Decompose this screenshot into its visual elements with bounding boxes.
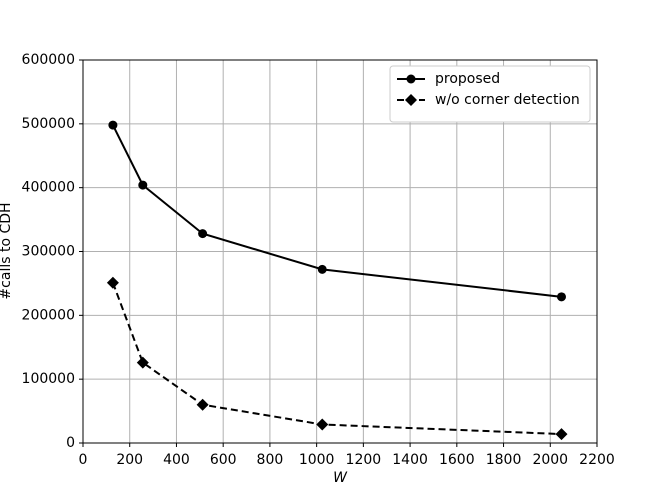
- x-tick-label: 1000: [299, 452, 335, 468]
- x-tick-label: 1200: [346, 452, 382, 468]
- y-tick-label: 0: [66, 435, 75, 451]
- y-tick-label: 500000: [22, 116, 75, 132]
- x-tick-label: 200: [116, 452, 143, 468]
- legend-box: [389, 65, 591, 123]
- legend-label: w/o corner detection: [435, 92, 580, 108]
- marker: [556, 292, 566, 302]
- x-tick-label: 800: [257, 452, 284, 468]
- marker: [136, 356, 149, 369]
- marker: [316, 418, 329, 431]
- x-tick-label: 2000: [532, 452, 568, 468]
- x-tick-label: 1600: [439, 452, 475, 468]
- x-tick-label: 1400: [392, 452, 428, 468]
- legend-marker: [406, 74, 416, 84]
- marker: [555, 428, 568, 441]
- x-tick-label: 0: [79, 452, 88, 468]
- plot-frame: [82, 59, 598, 444]
- legend-label: proposed: [435, 71, 500, 87]
- y-tick-label: 600000: [22, 52, 75, 68]
- y-tick-label: 100000: [22, 371, 75, 387]
- y-axis-label: #calls to CDH: [0, 202, 14, 299]
- marker: [317, 264, 327, 274]
- y-tick-label: 400000: [22, 180, 75, 196]
- y-tick-label: 300000: [22, 244, 75, 260]
- x-tick-label: 400: [163, 452, 190, 468]
- x-tick-label: 1800: [486, 452, 522, 468]
- marker: [108, 120, 118, 130]
- x-axis-label: W: [333, 470, 348, 486]
- series-line: [111, 282, 562, 436]
- marker: [106, 276, 119, 289]
- legend-marker: [405, 94, 417, 106]
- x-tick-label: 600: [210, 452, 237, 468]
- marker: [138, 180, 148, 190]
- y-tick-label: 200000: [22, 307, 75, 323]
- x-tick-label: 2200: [579, 452, 615, 468]
- series-line: [112, 124, 562, 298]
- marker: [198, 229, 208, 239]
- marker: [196, 398, 209, 411]
